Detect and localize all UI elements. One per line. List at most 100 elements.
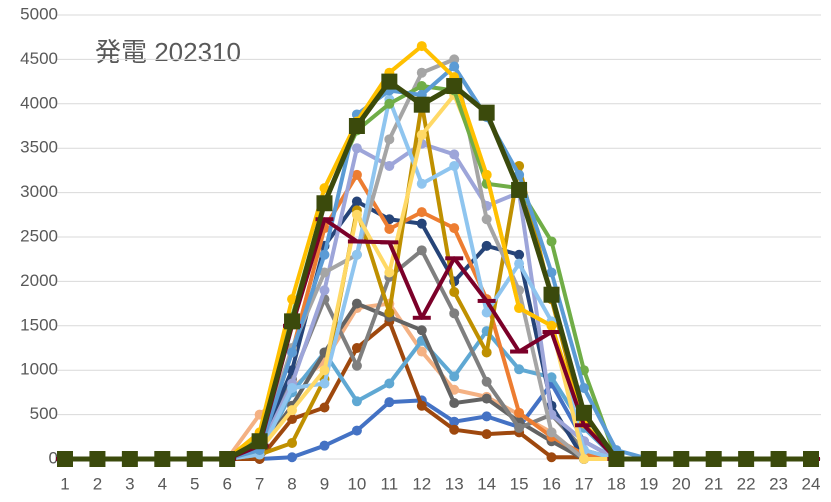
point [351,209,362,220]
point [384,378,395,389]
point [319,365,330,376]
point [449,54,460,65]
point [481,240,492,251]
point [319,267,330,278]
point [514,169,525,180]
x-tick-label: 3 [125,474,134,493]
point [738,451,755,467]
point [315,217,334,222]
point [121,451,138,467]
point [416,245,427,256]
x-tick-label: 11 [381,474,399,493]
series-line [65,57,811,461]
point [477,298,496,303]
point [449,149,460,160]
point [481,411,492,422]
point [514,249,525,260]
x-tick-label: 12 [412,474,431,493]
x-tick-label: 4 [158,474,167,493]
point [287,294,298,305]
point [416,129,427,140]
x-tick-label: 16 [542,474,561,493]
x-tick-label: 21 [704,474,723,493]
point [384,98,395,109]
point [546,320,557,331]
point [319,183,330,194]
point [384,397,395,408]
point [575,404,592,421]
point [284,313,301,330]
point [287,414,298,425]
series [60,89,816,464]
point [416,400,427,411]
y-tick-label: 2000 [20,271,58,290]
series [60,298,816,464]
series [60,378,816,464]
x-tick-label: 23 [769,474,788,493]
point [287,438,298,449]
point [673,451,690,467]
x-tick-label: 15 [510,474,529,493]
x-tick-label: 24 [802,474,821,493]
point [481,393,492,404]
series [60,61,816,464]
x-tick-label: 14 [477,474,496,493]
y-tick-label: 1500 [20,315,58,334]
point [542,330,561,335]
point [57,451,73,467]
series-line [65,79,811,462]
x-tick-label: 10 [347,474,366,493]
point [546,372,557,383]
x-tick-label: 18 [607,474,626,493]
x-tick-label: 22 [737,474,756,493]
point [481,347,492,358]
x-tick-label: 6 [222,474,231,493]
point [416,325,427,336]
point [416,41,427,52]
y-tick-label: 500 [30,404,58,423]
point [449,424,460,435]
series [60,245,816,464]
point [510,349,529,354]
series [60,316,816,464]
point [449,287,460,298]
point [514,407,525,418]
point [347,239,366,244]
x-tick-label: 17 [574,474,593,493]
point [449,398,460,409]
point [449,384,460,395]
point [154,451,171,467]
point [287,382,298,393]
y-tick-label: 3500 [20,138,58,157]
point [478,104,495,121]
point [384,134,395,145]
series-line [65,84,811,461]
point [384,160,395,171]
point [384,267,395,278]
point [384,307,395,318]
point [351,298,362,309]
point [449,308,460,319]
point [445,256,464,261]
point [449,61,460,72]
x-tick-label: 5 [190,474,199,493]
point [514,303,525,314]
point [449,371,460,382]
point [319,249,330,260]
series-line [65,381,811,461]
point [316,195,333,212]
y-tick-label: 5000 [20,4,58,23]
point [803,451,819,467]
y-tick-label: 2500 [20,226,58,245]
point [574,423,593,428]
point [351,360,362,371]
x-tick-label: 1 [60,474,69,493]
x-tick-label: 13 [445,474,464,493]
x-tick-label: 2 [93,474,102,493]
point [319,440,330,451]
series-line [65,301,811,461]
point [416,178,427,189]
point [514,258,525,269]
point [481,214,492,225]
